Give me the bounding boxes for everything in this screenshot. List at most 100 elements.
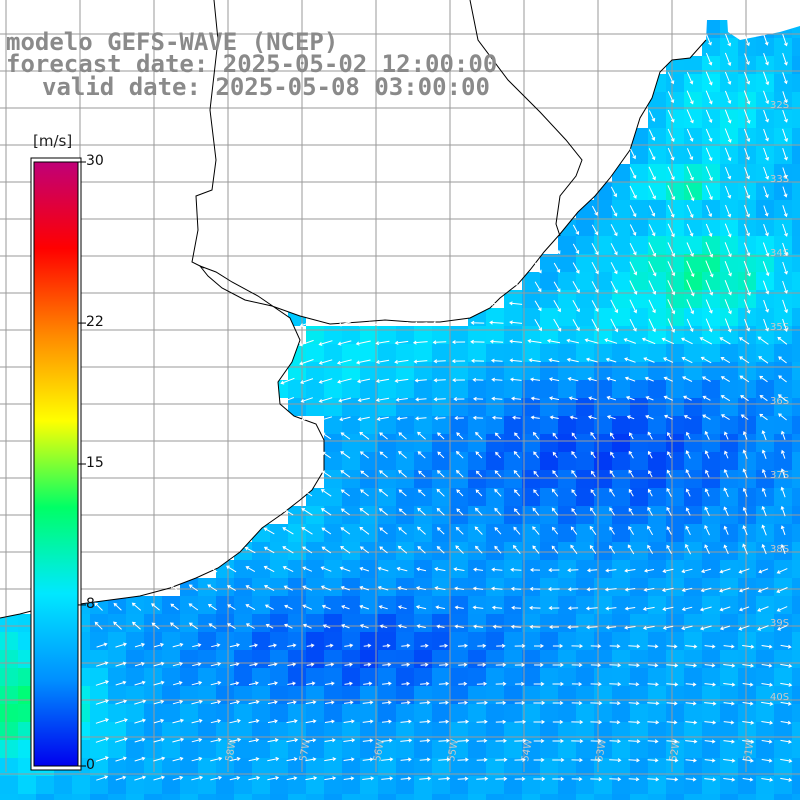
wind-cell (702, 560, 720, 578)
wind-cell (576, 308, 594, 326)
wind-cell (198, 578, 216, 596)
wind-arrow (552, 643, 564, 649)
wind-arrow (571, 777, 583, 782)
wind-cell (648, 524, 666, 542)
wind-cell (774, 218, 792, 236)
wind-arrow (757, 606, 769, 612)
lat-label: 33S (770, 174, 789, 185)
wind-cell (198, 758, 216, 776)
wind-arrow (398, 527, 407, 535)
wind-arrow (324, 738, 336, 743)
wind-cell (702, 758, 720, 776)
wind-cell (702, 272, 720, 290)
wind-cell (774, 344, 792, 362)
wind-arrow (628, 469, 634, 478)
wind-arrow (530, 396, 540, 401)
wind-cell (576, 596, 594, 614)
wind-arrow (227, 604, 236, 610)
wind-cell (414, 452, 432, 470)
wind-arrow (338, 397, 352, 403)
wind-arrow (551, 526, 559, 535)
wind-arrow (667, 451, 672, 459)
wind-cell (540, 740, 558, 758)
wind-cell (720, 182, 738, 200)
wind-arrow (719, 625, 731, 631)
wind-cell (630, 542, 648, 560)
wind-cell (720, 56, 738, 74)
wind-cell (720, 146, 738, 164)
wind-cell (378, 686, 396, 704)
wind-cell (432, 686, 450, 704)
wind-arrow (529, 624, 541, 629)
wind-cell (720, 380, 738, 398)
wind-cell (684, 434, 702, 452)
wind-arrow (508, 301, 523, 306)
wind-cell (252, 614, 270, 632)
wind-arrow (667, 299, 676, 315)
coastline-ocean (0, 39, 707, 619)
wind-cell (396, 326, 414, 344)
wind-cell (774, 488, 792, 506)
wind-arrow (336, 359, 352, 365)
wind-arrow (455, 545, 464, 554)
wind-arrow (207, 603, 217, 611)
wind-cell (792, 308, 800, 326)
wind-arrow (681, 606, 693, 611)
wind-arrow (782, 109, 788, 123)
wind-cell (558, 398, 576, 416)
wind-arrow (455, 526, 464, 535)
colorbar-tick-label: 8 (86, 595, 95, 612)
wind-cell (288, 668, 306, 686)
wind-arrow (420, 643, 429, 648)
wind-cell (450, 344, 468, 362)
wind-arrow (590, 777, 603, 782)
wind-arrow (381, 738, 393, 743)
wind-cell (90, 704, 108, 722)
wind-cell (414, 416, 432, 434)
wind-cell (180, 776, 198, 794)
wind-arrow (359, 451, 370, 459)
wind-cell (252, 722, 270, 740)
wind-arrow (115, 661, 127, 667)
wind-cell (792, 434, 800, 452)
wind-cell (234, 758, 252, 776)
wind-arrow (686, 431, 691, 440)
wind-arrow (685, 525, 691, 536)
wind-cell (468, 614, 486, 632)
wind-cell (144, 632, 162, 650)
wind-arrow (267, 719, 279, 724)
wind-arrow (739, 375, 750, 383)
wind-cell (576, 488, 594, 506)
wind-cell (702, 236, 720, 254)
wind-arrow (413, 359, 428, 364)
wind-cell (738, 542, 756, 560)
wind-cell (756, 164, 774, 182)
wind-cell (630, 794, 648, 800)
wind-cell (558, 794, 576, 800)
wind-arrow (759, 375, 768, 383)
wind-cell (720, 668, 738, 686)
wind-cell (504, 524, 522, 542)
wind-arrow (699, 337, 713, 345)
wind-cell (792, 146, 800, 164)
wind-arrow (379, 451, 388, 459)
wind-arrow (610, 243, 618, 256)
wind-arrow (268, 662, 278, 667)
wind-arrow (704, 682, 717, 687)
wind-arrow (667, 204, 675, 218)
wind-cell (360, 758, 378, 776)
wind-cell (684, 758, 702, 776)
wind-cell (774, 704, 792, 722)
wind-cell (576, 344, 594, 362)
wind-arrow (629, 242, 637, 256)
wind-arrow (416, 567, 427, 572)
wind-arrow (685, 644, 698, 649)
wind-cell (522, 434, 540, 452)
wind-arrow (359, 508, 370, 516)
wind-cell (504, 362, 522, 380)
wind-cell (162, 704, 180, 722)
wind-arrow (412, 340, 428, 345)
wind-cell (792, 704, 800, 722)
wind-arrow (743, 109, 751, 124)
wind-arrow (549, 624, 560, 630)
